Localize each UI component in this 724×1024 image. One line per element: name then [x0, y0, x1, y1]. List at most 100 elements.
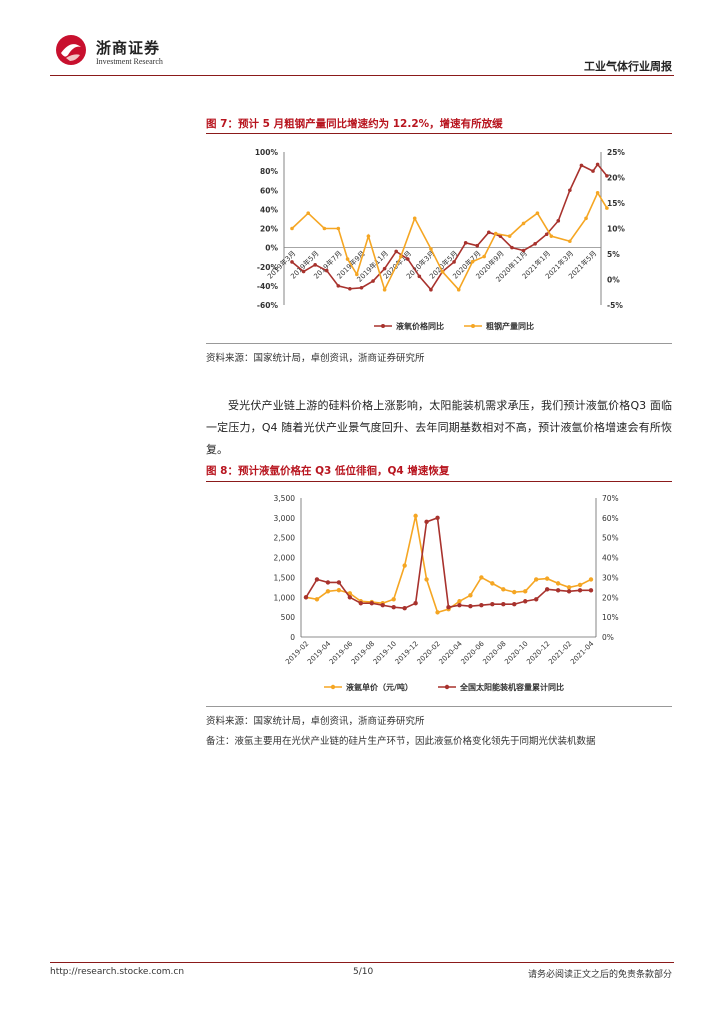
legend-label: 全国太阳能装机容量累计同比 — [459, 682, 564, 692]
series-point-0 — [348, 286, 352, 291]
series-point-0 — [588, 577, 594, 582]
logo-name-cn: 浙商证券 — [96, 39, 161, 57]
series-point-0 — [402, 563, 407, 568]
series-point-1 — [435, 515, 440, 521]
right-tick-label: -5% — [607, 301, 623, 310]
series-point-1 — [533, 597, 539, 602]
series-point-1 — [336, 580, 342, 585]
left-tick-label: 2,000 — [274, 554, 296, 563]
series-point-1 — [322, 226, 327, 231]
series-point-0 — [457, 599, 462, 604]
series-point-0 — [301, 269, 306, 274]
legend-marker-0 — [330, 684, 336, 690]
right-tick-label: 20% — [607, 174, 625, 183]
series-point-0 — [577, 582, 583, 588]
series-point-0 — [523, 589, 528, 594]
series-point-0 — [521, 248, 526, 253]
series-point-0 — [579, 163, 584, 168]
series-point-1 — [290, 226, 294, 231]
series-point-0 — [556, 219, 561, 223]
series-point-1 — [355, 272, 359, 277]
series-point-0 — [424, 577, 429, 582]
series-point-1 — [544, 587, 550, 592]
left-tick-label: 80% — [260, 167, 278, 176]
legend-label: 液氩单价（元/吨） — [346, 682, 413, 692]
series-point-1 — [493, 231, 498, 236]
footer-divider — [50, 962, 674, 963]
series-point-1 — [380, 603, 385, 608]
body-paragraph-text: 受光伏产业链上游的硅料价格上涨影响，太阳能装机需求承压，我们预计液氩价格Q3 面… — [206, 399, 672, 456]
footer-url[interactable]: http://research.stocke.com.cn — [50, 967, 185, 977]
left-tick-label: 40% — [260, 205, 278, 214]
series-point-1 — [456, 287, 461, 292]
left-tick-label: -60% — [257, 301, 279, 310]
figure-7-bottom-rule — [206, 343, 672, 344]
series-point-1 — [457, 603, 462, 608]
series-point-0 — [533, 577, 539, 582]
right-tick-label: 25% — [607, 148, 625, 157]
series-point-1 — [399, 254, 403, 259]
figure-7-title: 图 7：预计 5 月粗钢产量同比增速约为 12.2%，增速有所放缓 — [206, 118, 503, 130]
series-point-0 — [463, 241, 468, 245]
series-point-1 — [366, 234, 371, 238]
logo-icon — [56, 35, 86, 65]
figure-8-chart: 3,500 3,000 2,500 2,000 1,500 1,000 500 0 70% 60%… — [274, 494, 619, 692]
series-point-1 — [424, 519, 429, 525]
series-point-1 — [446, 605, 451, 610]
series-point-0 — [336, 587, 342, 593]
series-point-1 — [482, 254, 486, 259]
series-point-0 — [555, 581, 561, 586]
right-tick-label: 10% — [602, 613, 619, 622]
series-point-1 — [535, 211, 540, 215]
series-point-0 — [413, 513, 418, 519]
figure-8-top-rule — [206, 481, 672, 482]
right-tick-label: 50% — [602, 534, 619, 543]
series-point-0 — [405, 257, 410, 261]
legend-label: 液氧价格同比 — [396, 321, 444, 331]
series-point-0 — [479, 575, 484, 580]
series-point-1 — [549, 234, 554, 238]
series-point-1 — [402, 606, 407, 611]
logo-name-en: Investment Research — [96, 57, 163, 66]
left-tick-label: 60% — [260, 186, 278, 195]
series-point-1 — [358, 601, 364, 606]
legend-label: 粗钢产量同比 — [486, 321, 534, 331]
series-point-0 — [475, 243, 480, 248]
series-point-0 — [605, 174, 609, 178]
series-point-1 — [306, 211, 311, 215]
left-tick-label: 3,000 — [274, 514, 296, 523]
right-tick-label: 5% — [607, 250, 620, 259]
series-point-0 — [391, 597, 396, 602]
series-point-1 — [521, 221, 526, 226]
series-point-0 — [336, 284, 341, 288]
left-tick-label: 0 — [290, 633, 295, 642]
series-point-0 — [452, 260, 456, 264]
header-divider — [50, 75, 674, 76]
left-tick-label: 3,500 — [274, 494, 296, 503]
series-point-0 — [591, 169, 595, 173]
series-point-1 — [391, 605, 396, 610]
page-number: 5/10 — [353, 967, 374, 977]
right-tick-label: 70% — [602, 494, 619, 503]
right-tick-label: 20% — [602, 593, 619, 602]
legend-marker-1 — [444, 684, 450, 690]
series-point-1 — [490, 602, 495, 607]
series-point-0 — [544, 576, 550, 581]
series-point-1 — [369, 601, 374, 606]
series-point-0 — [595, 162, 600, 167]
figure-8-title: 图 8：预计液氩价格在 Q3 低位徘徊，Q4 增速恢复 — [206, 465, 450, 477]
series-point-1 — [584, 216, 588, 221]
series-point-0 — [290, 260, 294, 264]
left-tick-label: 1,000 — [274, 593, 296, 602]
figure-8-remark: 备注：液氩主要用在光伏产业链的硅片生产环节，因此液氩价格变化领先于同期光伏装机数… — [206, 736, 596, 747]
series-point-0 — [313, 263, 317, 267]
left-tick-label: -40% — [257, 282, 279, 291]
series-point-0 — [394, 249, 398, 254]
series-point-0 — [544, 232, 549, 237]
left-tick-label: 0% — [265, 244, 278, 253]
right-tick-label: 15% — [607, 199, 625, 208]
series-point-1 — [382, 287, 387, 292]
series-point-1 — [336, 226, 341, 231]
series-point-0 — [487, 230, 491, 235]
figure-7-top-rule — [206, 133, 672, 134]
